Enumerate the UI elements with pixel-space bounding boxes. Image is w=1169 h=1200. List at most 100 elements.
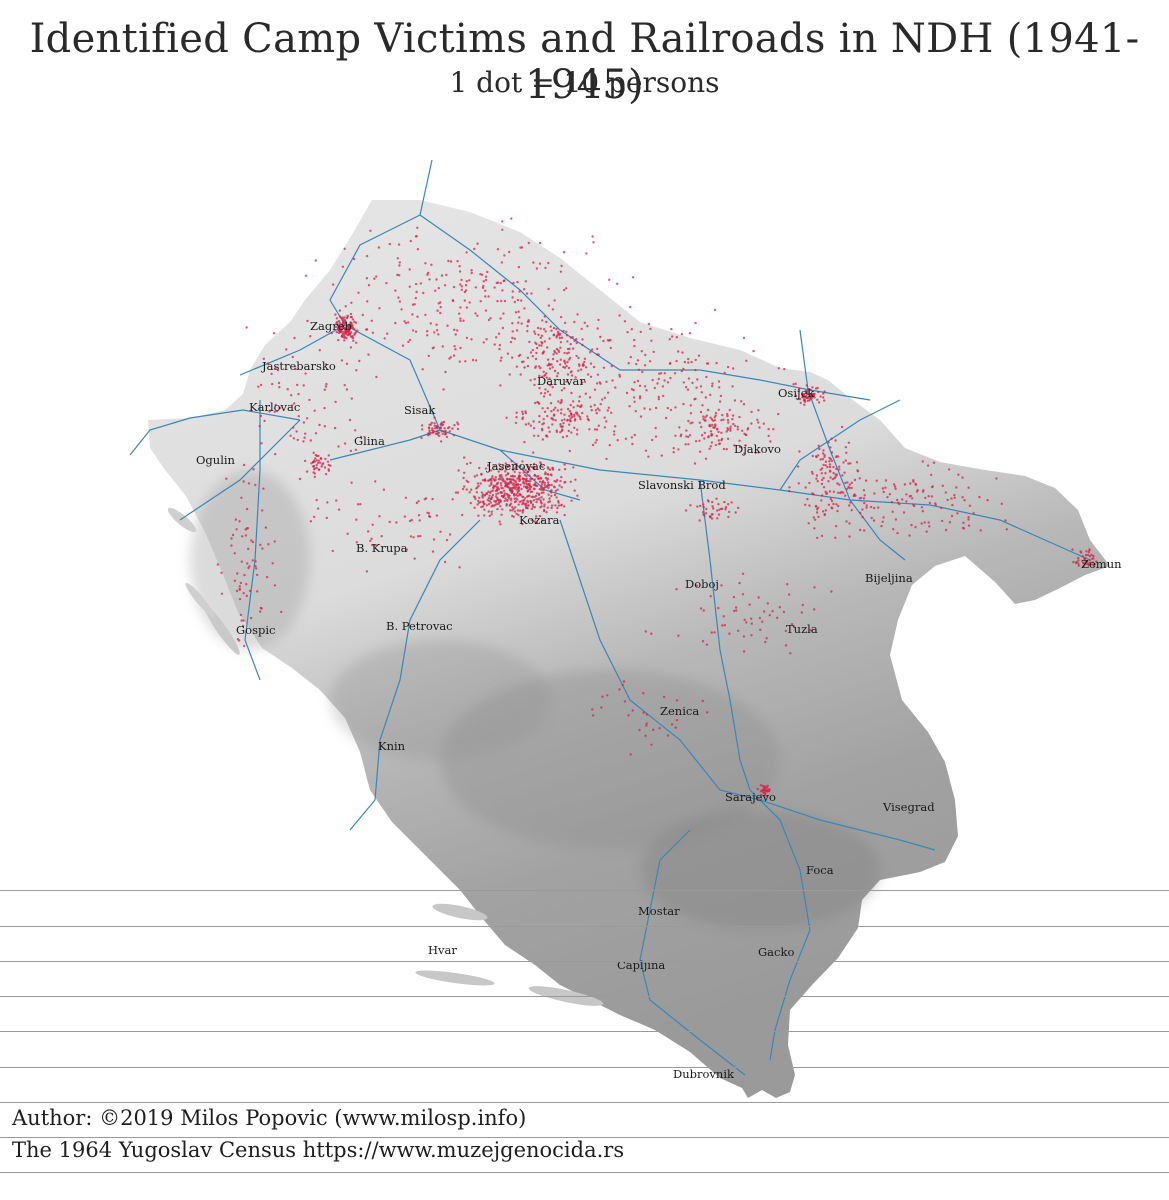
victim-dot <box>504 483 508 486</box>
victim-dot <box>622 680 626 683</box>
victim-dot <box>586 373 590 376</box>
victim-dot <box>821 494 824 497</box>
victim-dot <box>1000 502 1003 505</box>
victim-dot <box>449 260 453 263</box>
victim-dot <box>523 366 526 369</box>
victim-dot <box>346 315 349 319</box>
victim-dot <box>647 455 650 458</box>
victim-dot <box>1074 561 1078 565</box>
victim-dot <box>503 254 506 257</box>
victim-dot <box>486 270 489 274</box>
victim-dot <box>496 281 500 284</box>
victim-dot <box>465 280 468 283</box>
victim-dot <box>441 345 444 348</box>
city-label-hvar: Hvar <box>428 943 457 957</box>
victim-dot <box>351 325 354 328</box>
victim-dot <box>499 478 502 481</box>
victim-dot <box>921 510 924 513</box>
victim-dot <box>265 575 269 579</box>
victim-dot <box>882 516 885 519</box>
victim-dot <box>684 509 688 512</box>
victim-dot <box>547 467 550 470</box>
victim-dot <box>499 491 502 494</box>
victim-dot <box>333 426 337 430</box>
victim-dot <box>894 518 898 521</box>
victim-dot <box>784 629 787 633</box>
victim-dot <box>526 495 529 498</box>
victim-dot <box>504 497 507 500</box>
victim-dot <box>821 457 824 461</box>
victim-dot <box>534 401 537 405</box>
victim-dot <box>436 309 439 312</box>
victim-dot <box>691 421 694 424</box>
victim-dot <box>511 356 514 359</box>
victim-dot <box>511 322 514 325</box>
victim-dot <box>242 644 246 648</box>
victim-dot <box>309 520 313 523</box>
victim-dot <box>431 550 435 553</box>
victim-dot <box>508 486 511 489</box>
victim-dot <box>572 400 575 403</box>
victim-dot <box>517 265 521 269</box>
victim-dot <box>654 435 658 438</box>
victim-dot <box>273 540 276 543</box>
victim-dot <box>519 509 522 512</box>
victim-dot <box>259 610 262 613</box>
victim-dot <box>1082 561 1085 565</box>
victim-dot <box>863 501 866 505</box>
victim-dot <box>704 419 707 422</box>
victim-dot <box>490 513 493 516</box>
victim-dot <box>652 728 655 731</box>
victim-dot <box>822 486 826 489</box>
victim-dot <box>522 499 526 502</box>
victim-dot <box>578 405 581 408</box>
victim-dot <box>612 430 616 433</box>
victim-dot <box>675 359 678 363</box>
victim-dot <box>873 506 876 510</box>
city-label-mostar: Mostar <box>638 904 680 918</box>
victim-dot <box>365 277 369 280</box>
city-label-tuzla: Tuzla <box>786 622 818 636</box>
victim-dot <box>527 483 530 487</box>
victim-dot <box>534 494 538 497</box>
victim-dot <box>815 508 819 511</box>
victim-dot <box>644 630 647 633</box>
victim-dot <box>536 484 539 488</box>
victim-dot <box>806 396 809 400</box>
victim-dot <box>815 511 819 514</box>
victim-dot <box>633 433 636 437</box>
victim-dot <box>591 235 594 238</box>
victim-dot <box>448 533 452 536</box>
victim-dot <box>670 723 674 726</box>
victim-dot <box>247 482 251 485</box>
victim-dot <box>1092 565 1096 568</box>
victim-dot <box>521 412 525 416</box>
victim-dot <box>479 300 482 303</box>
victim-dot <box>514 506 517 509</box>
victim-dot <box>456 329 459 332</box>
victim-dot <box>451 427 454 430</box>
city-label-djakovo: Djakovo <box>734 442 781 456</box>
victim-dot <box>510 478 514 481</box>
victim-dot <box>512 281 515 285</box>
victim-dot <box>323 388 326 391</box>
victim-dot <box>523 473 526 477</box>
victim-dot <box>593 403 596 407</box>
victim-dot <box>313 472 316 475</box>
victim-dot <box>559 346 562 349</box>
victim-dot <box>483 503 486 506</box>
victim-dot <box>723 500 726 504</box>
victim-dot <box>341 332 344 335</box>
victim-dot <box>429 423 432 426</box>
victim-dot <box>565 330 568 333</box>
victim-dot <box>658 727 661 730</box>
victim-dot <box>374 480 377 483</box>
victim-dot <box>853 478 857 482</box>
victim-dot <box>1088 558 1091 562</box>
victim-dot <box>514 485 518 489</box>
victim-dot <box>717 513 721 516</box>
victim-dot <box>820 534 824 538</box>
victim-dot <box>476 314 479 317</box>
victim-dot <box>547 362 551 365</box>
victim-dot <box>631 442 634 446</box>
